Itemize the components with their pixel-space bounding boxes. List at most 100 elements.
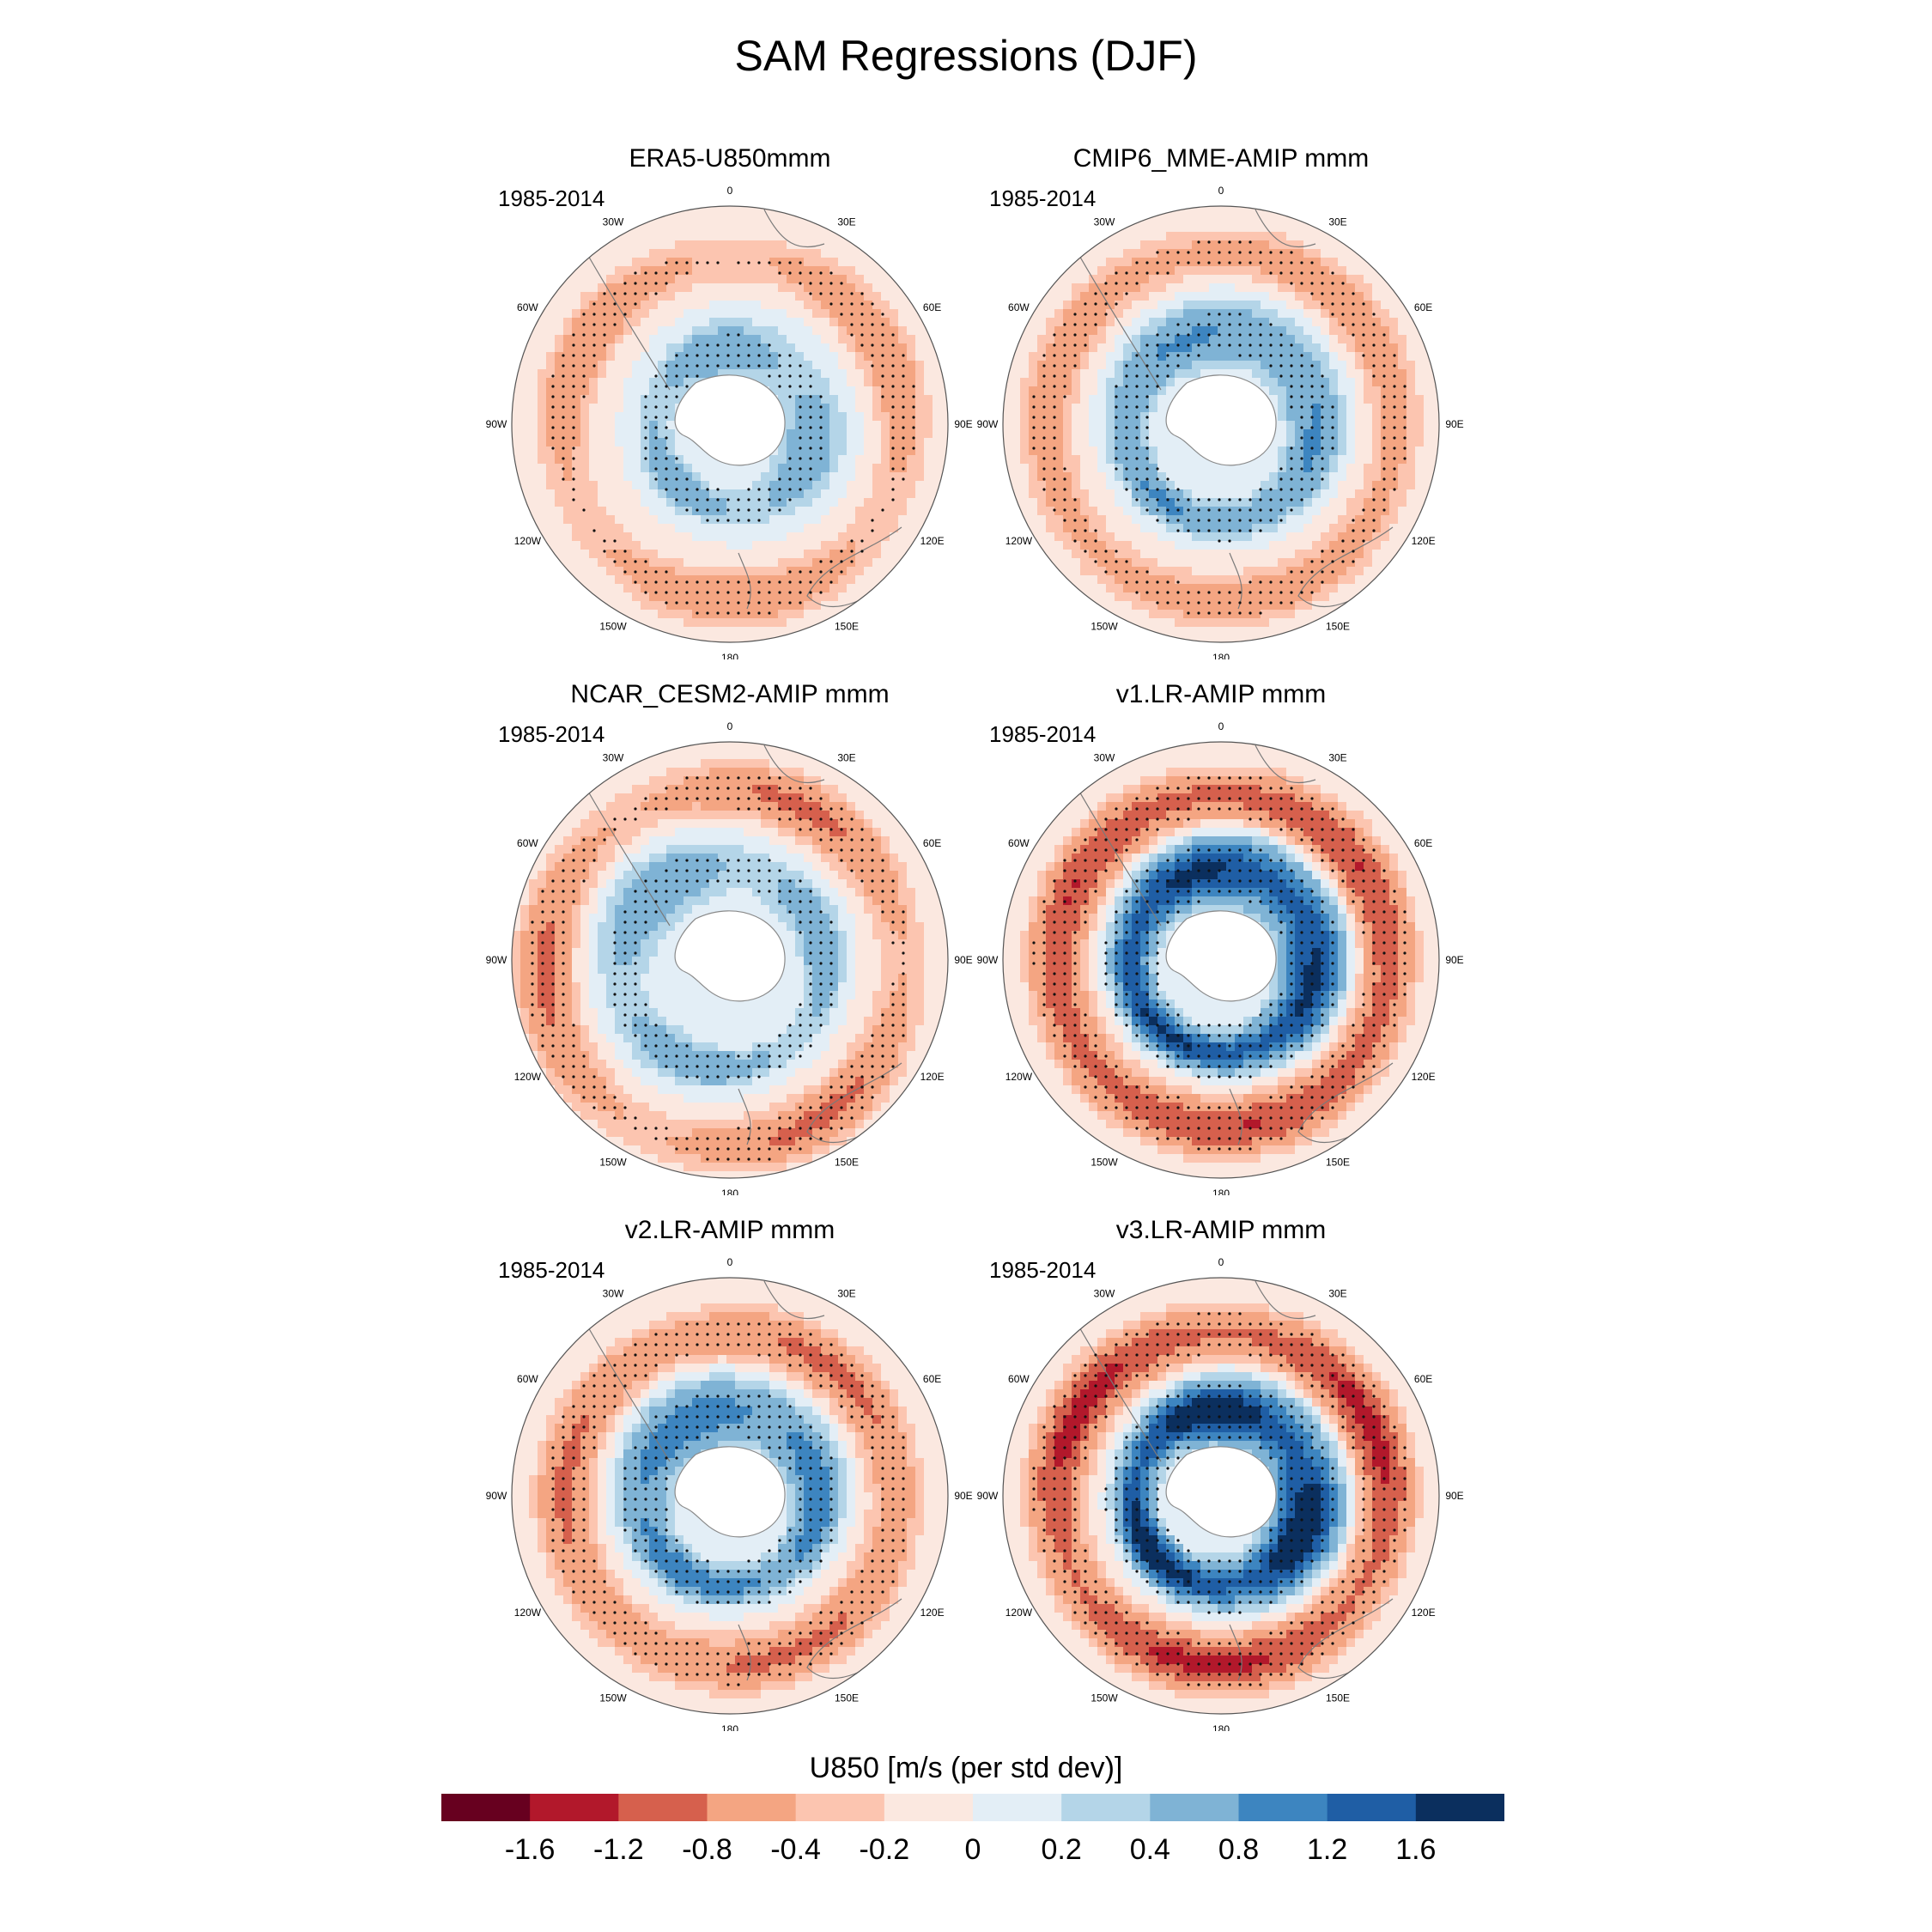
longitude-label: 0 xyxy=(1218,720,1224,732)
longitude-label: 150E xyxy=(835,1157,859,1169)
longitude-label: 120E xyxy=(920,1607,945,1619)
longitude-label: 150W xyxy=(599,1157,627,1169)
antarctica-landmass xyxy=(1165,910,1277,1002)
longitude-label: 90E xyxy=(1445,418,1463,430)
polar-plot: 0 30E 60E 90E 120E 150E 180 150W 120W 90W 60W 30W xyxy=(486,185,973,664)
figure-title: SAM Regressions (DJF) xyxy=(734,32,1198,80)
longitude-label: 30E xyxy=(837,1287,855,1299)
antarctica-landmass xyxy=(674,374,786,466)
polar-map: 0 30E 60E 90E 120E 150E 180 150W 120W 90W 60W 30W xyxy=(481,179,979,664)
longitude-label: 90E xyxy=(1445,1490,1463,1502)
panel-cmip6-mme: CMIP6_MME-AMIP mmm 1985-2014 0 30E 60E 90E 1… xyxy=(972,144,1470,664)
polar-plot: 0 30E 60E 90E 120E 150E 180 150W 120W 90W 60W 30W xyxy=(486,720,973,1200)
anomaly-field xyxy=(512,1278,948,1714)
longitude-label: 150W xyxy=(599,621,627,633)
significance-stipple xyxy=(1032,1312,1406,1686)
longitude-label: 90E xyxy=(954,954,972,966)
colorbar-swatch xyxy=(1238,1794,1328,1821)
longitude-label: 30W xyxy=(1094,216,1115,228)
longitude-label: 120W xyxy=(514,535,542,547)
longitude-label: 120W xyxy=(514,1071,542,1083)
colorbar-swatch xyxy=(1150,1794,1239,1821)
longitude-label: 90W xyxy=(486,418,507,430)
polar-map: 0 30E 60E 90E 120E 150E 180 150W 120W 90W 60W 30W xyxy=(972,179,1470,664)
longitude-label: 180 xyxy=(721,1723,738,1731)
panel-period: 1985-2014 xyxy=(989,185,1097,211)
longitude-label: 180 xyxy=(1212,1723,1230,1731)
longitude-label: 0 xyxy=(727,720,733,732)
longitude-label: 120W xyxy=(1005,1607,1033,1619)
longitude-label: 30W xyxy=(603,216,624,228)
colorbar-tick-label: 0 xyxy=(964,1833,981,1866)
polar-plot: 0 30E 60E 90E 120E 150E 180 150W 120W 90W 60W 30W xyxy=(486,1256,973,1735)
polar-plot: 0 30E 60E 90E 120E 150E 180 150W 120W 90W 60W 30W xyxy=(977,1256,1464,1735)
panel-title: v1.LR-AMIP mmm xyxy=(1115,680,1327,708)
longitude-label: 150E xyxy=(1326,1692,1350,1704)
longitude-label: 120W xyxy=(1005,1071,1033,1083)
longitude-label: 30E xyxy=(837,751,855,763)
longitude-label: 90E xyxy=(954,1490,972,1502)
colorbar xyxy=(441,1794,1505,1826)
longitude-label: 30E xyxy=(837,216,855,228)
panel-title: CMIP6_MME-AMIP mmm xyxy=(1072,144,1370,173)
longitude-label: 150E xyxy=(835,621,859,633)
longitude-label: 90W xyxy=(977,1490,999,1502)
longitude-label: 60W xyxy=(1008,1373,1030,1385)
antarctica-landmass xyxy=(1165,1446,1277,1538)
antarctica-landmass xyxy=(1165,374,1277,466)
colorbar-title: U850 [m/s (per std dev)] xyxy=(809,1752,1123,1784)
significance-stipple xyxy=(531,776,905,1161)
panel-period: 1985-2014 xyxy=(498,1257,605,1283)
panel-title: v3.LR-AMIP mmm xyxy=(1115,1216,1327,1244)
map-boundary xyxy=(511,1277,949,1715)
longitude-label: 180 xyxy=(1212,652,1230,659)
longitude-label: 150E xyxy=(1326,1157,1350,1169)
panel-ncar-cesm2: NCAR_CESM2-AMIP mmm 1985-2014 0 30E 60E 90E… xyxy=(481,680,979,1200)
longitude-label: 30W xyxy=(603,751,624,763)
longitude-label: 120W xyxy=(1005,535,1033,547)
map-boundary xyxy=(511,205,949,643)
panel-title: v2.LR-AMIP mmm xyxy=(624,1216,835,1244)
longitude-label: 0 xyxy=(1218,185,1224,197)
colorbar-swatch xyxy=(707,1794,797,1821)
longitude-label: 60W xyxy=(1008,837,1030,849)
longitude-label: 60E xyxy=(1414,1373,1432,1385)
anomaly-field xyxy=(1003,206,1439,642)
longitude-label: 30W xyxy=(1094,1287,1115,1299)
panel-v2-lr: v2.LR-AMIP mmm 1985-2014 0 30E 60E 90E 120E 1… xyxy=(481,1216,979,1735)
colorbar-swatch xyxy=(973,1794,1062,1821)
polar-map: 0 30E 60E 90E 120E 150E 180 150W 120W 90W 60W 30W xyxy=(481,1250,979,1735)
longitude-label: 0 xyxy=(727,1256,733,1268)
longitude-label: 150W xyxy=(599,1692,627,1704)
colorbar-swatch xyxy=(1415,1794,1505,1821)
longitude-label: 60W xyxy=(1008,301,1030,313)
longitude-label: 120E xyxy=(1412,535,1436,547)
longitude-label: 30W xyxy=(603,1287,624,1299)
significance-stipple xyxy=(551,1322,905,1686)
longitude-label: 60E xyxy=(1414,301,1432,313)
longitude-label: 120E xyxy=(920,1071,945,1083)
polar-plot: 0 30E 60E 90E 120E 150E 180 150W 120W 90W 60W 30W xyxy=(977,720,1464,1200)
colorbar-swatch xyxy=(884,1794,974,1821)
longitude-label: 90E xyxy=(1445,954,1463,966)
colorbar-tick-label: 0.2 xyxy=(1041,1833,1082,1866)
colorbar-swatch xyxy=(1061,1794,1151,1821)
longitude-label: 90W xyxy=(977,418,999,430)
longitude-label: 30E xyxy=(1328,216,1346,228)
longitude-label: 150E xyxy=(835,1692,859,1704)
longitude-label: 120E xyxy=(1412,1607,1436,1619)
longitude-label: 90E xyxy=(954,418,972,430)
colorbar-tick-label: 1.2 xyxy=(1307,1833,1348,1866)
map-boundary xyxy=(1002,205,1440,643)
longitude-label: 60E xyxy=(1414,837,1432,849)
colorbar-tick-label: -0.8 xyxy=(682,1833,732,1866)
panel-period: 1985-2014 xyxy=(989,1257,1097,1283)
panel-era5: ERA5-U850mmm 1985-2014 0 30E 60E 90E 120E 150… xyxy=(481,144,979,664)
longitude-label: 60W xyxy=(517,301,538,313)
longitude-label: 60E xyxy=(923,301,941,313)
anomaly-field xyxy=(1003,1278,1439,1714)
longitude-label: 180 xyxy=(1212,1188,1230,1195)
panel-period: 1985-2014 xyxy=(498,721,605,747)
longitude-label: 60E xyxy=(923,837,941,849)
colorbar-tick-label: -0.2 xyxy=(859,1833,910,1866)
